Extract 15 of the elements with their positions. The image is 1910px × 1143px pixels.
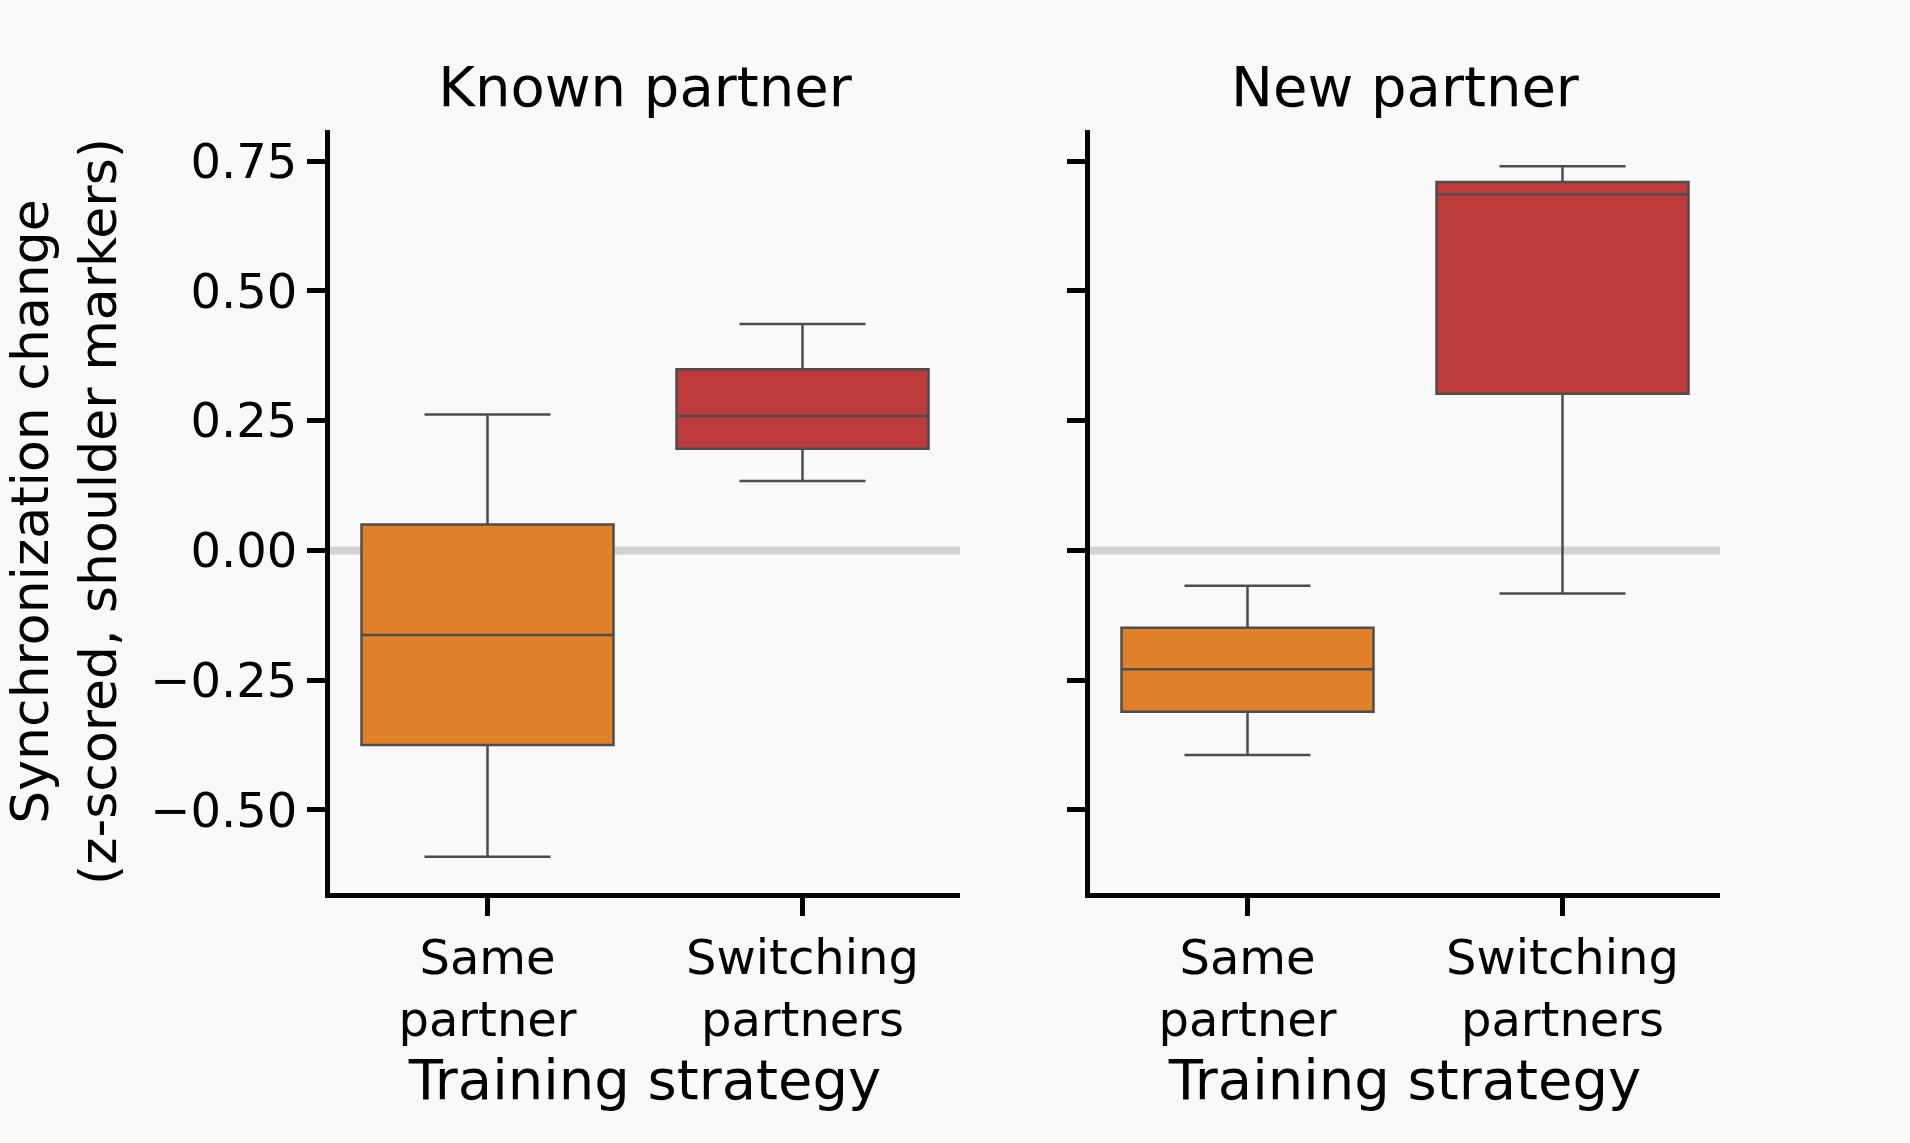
y-tick-label: 0.00 <box>190 522 298 579</box>
y-tick-label: −0.50 <box>150 781 298 838</box>
y-tick-label: 0.50 <box>190 262 298 319</box>
x-axis-title: Training strategy <box>1167 1047 1642 1112</box>
x-axis-title: Training strategy <box>407 1047 882 1112</box>
chart-title: New partner <box>1231 54 1580 120</box>
chart-title: Known partner <box>438 54 853 120</box>
y-tick-label: −0.25 <box>150 651 298 708</box>
y-axis-title: Synchronization change (z-scored, shoulder markers) <box>0 137 128 886</box>
x-tick-label: Switching partners <box>686 928 919 1047</box>
y-tick-label: 0.25 <box>190 392 298 449</box>
x-tick-label: Same partner <box>1158 928 1337 1047</box>
x-tick-label: Switching partners <box>1446 928 1679 1047</box>
x-tick-label: Same partner <box>398 928 577 1047</box>
y-tick-label: 0.75 <box>190 132 298 189</box>
